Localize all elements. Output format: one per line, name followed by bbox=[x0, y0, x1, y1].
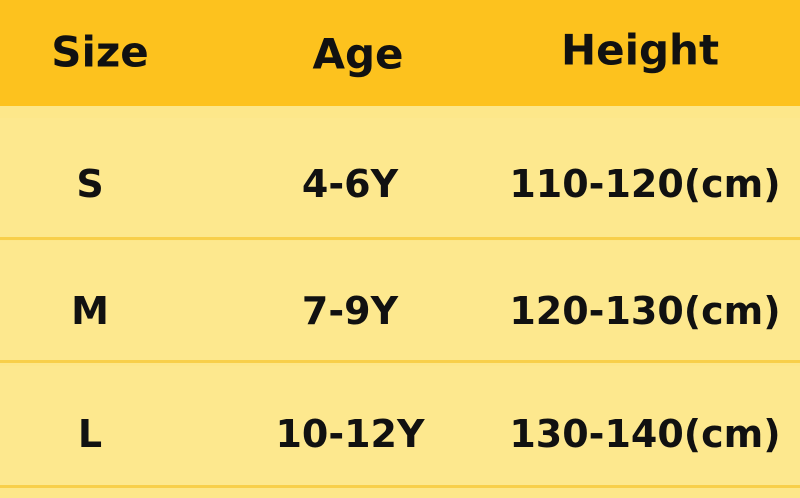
table-cell: M bbox=[71, 289, 109, 333]
table-row: M 7-9Y 120-130(cm) bbox=[0, 241, 800, 363]
table-cell: 10-12Y bbox=[275, 412, 425, 456]
table-row: S 4-6Y 110-120(cm) bbox=[0, 118, 800, 240]
table-header: Size Age Height bbox=[0, 0, 800, 106]
table-cell: 130-140(cm) bbox=[509, 412, 781, 456]
table-cell: S bbox=[76, 162, 104, 206]
table-cell: 4-6Y bbox=[301, 162, 399, 206]
table-cell: 120-130(cm) bbox=[509, 289, 781, 333]
table-cell: L bbox=[77, 412, 103, 456]
table-cell: 7-9Y bbox=[301, 289, 399, 333]
header-cell: Age bbox=[312, 29, 404, 79]
table-row: L 10-12Y 130-140(cm) bbox=[0, 366, 800, 488]
header-cell: Size bbox=[51, 27, 149, 77]
table-cell: 110-120(cm) bbox=[509, 162, 781, 206]
header-cell: Height bbox=[560, 25, 720, 75]
